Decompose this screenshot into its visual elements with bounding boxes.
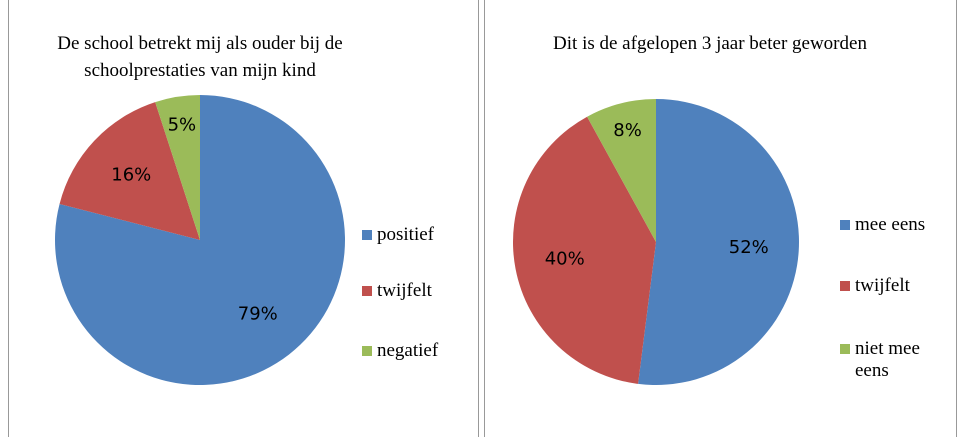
pie-slice [587,99,656,242]
pie-slice [638,99,799,385]
data-label: 40% [545,248,585,269]
data-label: 79% [238,303,278,324]
legend-item: twijfelt [362,280,472,302]
data-label: 5% [168,114,197,135]
data-label: 16% [111,164,151,185]
pie-slice [59,102,200,240]
chart-panel [8,0,479,437]
pie-slice [55,95,345,386]
data-label: 8% [613,120,642,141]
legend-item: twijfelt [840,275,950,297]
pie-slice [513,116,656,384]
data-label: 52% [729,237,769,258]
legend-item: negatief [362,340,472,362]
legend-swatch [362,230,372,240]
legend-swatch [840,220,850,230]
legend-item: mee eens [840,214,950,236]
legend-item: positief [362,224,472,246]
legend-swatch [362,346,372,356]
legend-label: twijfelt [855,275,910,296]
legend-label: negatief [377,340,439,361]
chart-panel [484,0,957,437]
legend-swatch [840,281,850,291]
legend-item: niet mee eens [840,338,950,382]
chart-title: Dit is de afgelopen 3 jaar beter geworde… [553,33,867,54]
legend-label: twijfelt [377,280,432,301]
legend-label: positief [377,224,434,245]
legend-label: mee eens [855,214,926,235]
chart-title: De school betrekt mij als ouder bij de s… [57,33,343,81]
legend-swatch [840,344,850,354]
legend-swatch [362,286,372,296]
pie-slice [155,95,200,240]
legend-label: niet mee eens [855,338,920,381]
